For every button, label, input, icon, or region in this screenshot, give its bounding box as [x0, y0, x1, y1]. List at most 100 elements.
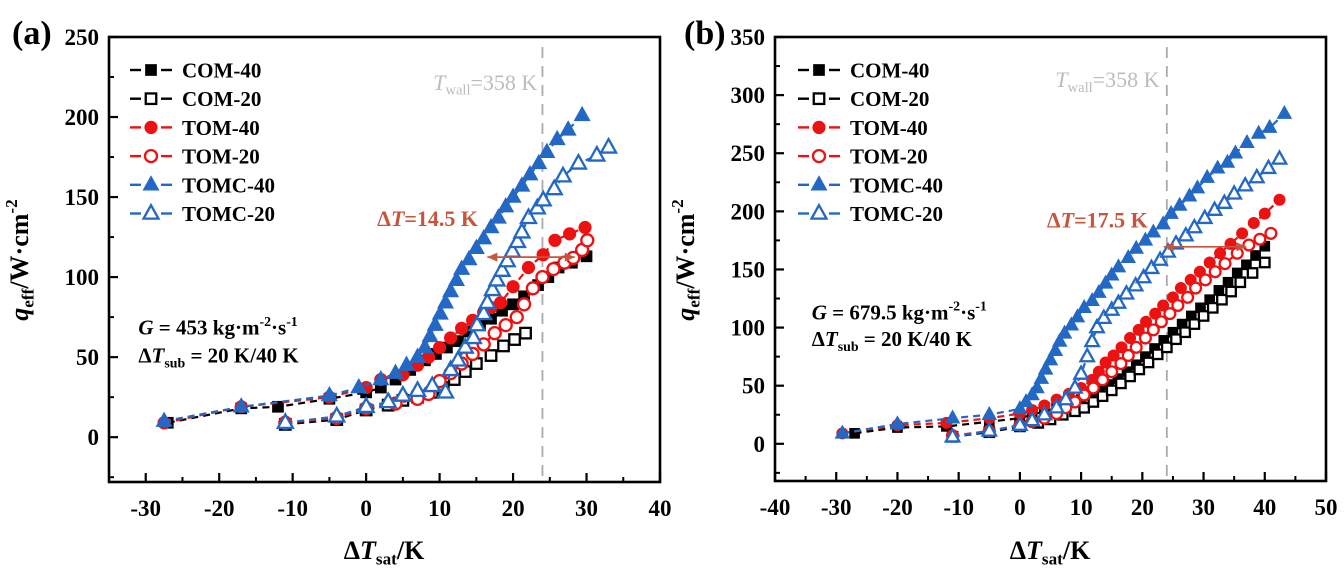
- y-tick-label: 50: [742, 374, 765, 399]
- triangle-marker: [497, 250, 517, 268]
- triangle-marker: [426, 315, 444, 331]
- triangle-marker: [1142, 258, 1161, 275]
- triangle-marker: [1151, 250, 1169, 266]
- circle-marker: [1264, 226, 1278, 240]
- series-TOMC-20: [275, 136, 619, 430]
- triangle-marker: [142, 175, 160, 191]
- triangle-marker: [1270, 149, 1289, 165]
- circle-marker: [1099, 356, 1112, 369]
- triangle-marker: [487, 269, 507, 287]
- triangle-marker: [327, 405, 347, 423]
- x-tick-label: 10: [1070, 495, 1093, 520]
- triangle-marker: [372, 369, 390, 386]
- circle-marker: [1198, 273, 1212, 287]
- triangle-marker: [1128, 239, 1144, 254]
- square-marker: [849, 428, 860, 439]
- triangle-marker: [504, 187, 522, 203]
- triangle-marker: [1171, 196, 1188, 211]
- legend-label: COM-20: [182, 87, 261, 111]
- legend-label: TOM-20: [182, 145, 260, 169]
- annotation-delta-t: ΔT=14.5 K: [377, 206, 478, 231]
- triangle-marker: [981, 405, 998, 420]
- triangle-marker: [533, 189, 553, 207]
- square-marker: [1133, 363, 1146, 376]
- triangle-marker: [483, 279, 502, 297]
- legend-entry-TOMC-40: TOMC-40: [798, 173, 943, 197]
- square-marker: [1124, 370, 1136, 383]
- annotation-conditions-1: G = 453 kg·m-2·s-1: [138, 314, 297, 340]
- triangle-marker: [1248, 167, 1266, 184]
- triangle-marker: [1261, 118, 1278, 133]
- circle-marker: [493, 296, 508, 310]
- square-marker: [1170, 333, 1182, 346]
- circle-marker: [1124, 332, 1137, 345]
- square-marker: [1246, 267, 1259, 279]
- circle-marker: [525, 281, 541, 296]
- triangle-marker: [421, 326, 439, 343]
- legend-entry-COM-40: COM-40: [798, 59, 929, 83]
- legend-label: TOM-40: [850, 116, 928, 140]
- circle-marker: [812, 120, 826, 135]
- triangle-marker: [474, 303, 494, 321]
- square-marker: [1160, 341, 1173, 354]
- triangle-marker: [408, 380, 428, 398]
- triangle-marker: [889, 415, 906, 430]
- circle-marker: [487, 325, 502, 341]
- circle-marker: [580, 233, 595, 248]
- y-tick-label: 150: [731, 257, 766, 282]
- triangle-marker: [834, 424, 851, 439]
- legend-entry-TOMC-20: TOMC-20: [798, 202, 943, 226]
- square-marker: [813, 64, 825, 76]
- triangle-marker: [1227, 144, 1244, 159]
- circle-marker: [506, 280, 520, 294]
- circle-marker: [433, 340, 447, 355]
- triangle-marker: [460, 249, 478, 266]
- legend-label: TOM-40: [182, 116, 260, 140]
- circle-marker: [1174, 282, 1187, 295]
- triangle-marker: [492, 259, 512, 277]
- triangle-marker: [1083, 331, 1101, 348]
- triangle-marker: [1037, 360, 1054, 375]
- legend-label: TOMC-40: [182, 173, 275, 197]
- square-marker: [1231, 267, 1243, 279]
- triangle-marker: [980, 421, 998, 437]
- legend-label: COM-40: [850, 59, 929, 83]
- series-TOMC-40: [155, 105, 591, 427]
- triangle-marker: [387, 363, 405, 379]
- x-tick-label: 40: [1253, 495, 1276, 520]
- y-tick-label: 300: [731, 83, 766, 108]
- x-tick-label: -30: [821, 495, 852, 520]
- triangle-marker: [1035, 404, 1054, 421]
- circle-marker: [1273, 193, 1286, 206]
- triangle-marker: [1097, 274, 1114, 289]
- circle-marker: [1138, 331, 1152, 345]
- x-tick-label: 20: [1131, 495, 1154, 520]
- square-marker: [1234, 276, 1247, 289]
- legend-entry-TOM-20: TOM-20: [798, 145, 928, 169]
- triangle-marker: [1051, 332, 1068, 347]
- axis-ticks: -30 -20 -10 0 10 20 30 40 0 50 100 150 200 250: [65, 25, 672, 521]
- x-axis-label: ΔTsat/K: [1010, 536, 1091, 569]
- triangle-marker: [275, 412, 295, 430]
- triangle-marker: [1042, 351, 1059, 366]
- x-tick-label: 0: [360, 496, 372, 521]
- circle-marker: [1140, 315, 1153, 328]
- triangle-marker: [1120, 249, 1137, 264]
- circle-marker: [536, 248, 550, 262]
- x-tick-label: 30: [1192, 495, 1215, 520]
- triangle-marker: [1078, 346, 1096, 363]
- square-marker: [484, 349, 498, 362]
- triangle-marker: [1088, 317, 1106, 334]
- triangle-marker: [1185, 217, 1204, 234]
- circle-marker: [1163, 307, 1177, 321]
- square-marker: [508, 333, 521, 346]
- circle-marker: [144, 120, 158, 135]
- triangle-marker: [436, 293, 454, 309]
- x-tick-label: 40: [649, 496, 672, 521]
- triangle-marker: [1215, 193, 1234, 209]
- triangle-marker: [467, 314, 487, 332]
- triangle-marker: [1072, 364, 1090, 380]
- circle-marker: [521, 260, 536, 275]
- series-TOMC-40: [834, 104, 1293, 439]
- circle-marker: [1105, 365, 1119, 379]
